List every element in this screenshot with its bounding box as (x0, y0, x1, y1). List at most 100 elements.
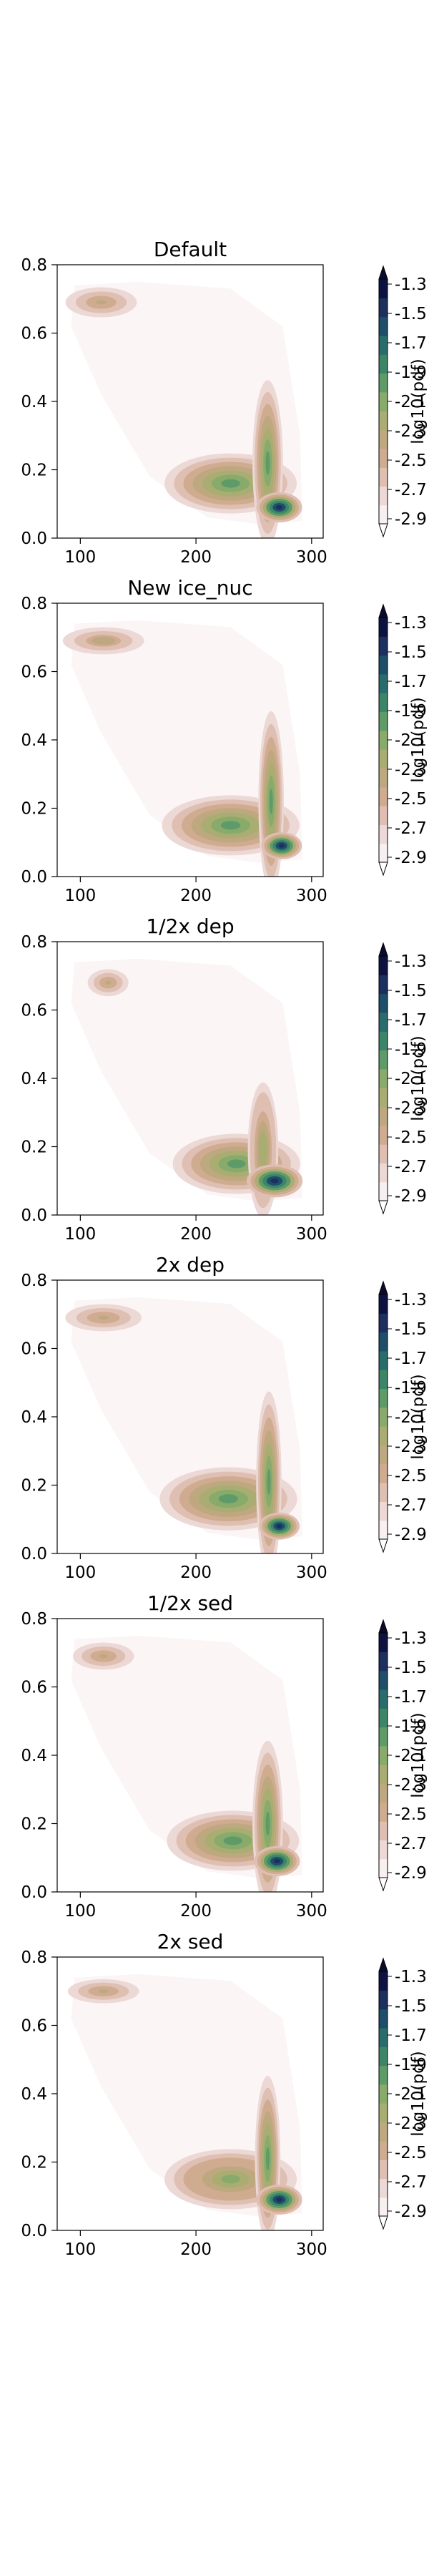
y-tick-label: 0.6 (21, 1679, 47, 1697)
colorbar-segment (379, 1821, 388, 1840)
colorbar-tick-label: -1.3 (395, 1629, 427, 1648)
colorbar-segment (379, 1520, 388, 1540)
colorbar-tick-label: -2.5 (395, 1467, 427, 1485)
colorbar-segment (379, 711, 388, 731)
panel-title: 2x sed (157, 1930, 224, 1953)
y-tick-label: 0.0 (21, 1545, 47, 1563)
panel: 2x dep 100 200 300 0.0 0.2 0.4 0.6 0.8 -1.3 -1.5 -1… (21, 1253, 428, 1582)
colorbar-tick-label: -2.9 (395, 849, 427, 867)
colorbar-segment (379, 1802, 388, 1822)
colorbar-segment (379, 1350, 388, 1370)
pdf-contour-2-6 (267, 1468, 271, 1495)
colorbar-tick-label: -2.5 (395, 790, 427, 809)
pdf-contour-2-6 (260, 1140, 265, 1160)
colorbar-segment (379, 1088, 388, 1108)
x-tick-label: 200 (180, 1902, 212, 1921)
colorbar-tick-label: -1.7 (395, 1011, 427, 1030)
colorbar-extend-max (378, 942, 388, 957)
colorbar-segment (379, 1106, 388, 1126)
panel-title: New ice_nuc (127, 576, 252, 600)
colorbar-segment (379, 1012, 388, 1032)
y-tick-label: 0.6 (21, 2017, 47, 2036)
colorbar-segment (379, 636, 388, 656)
y-tick-label: 0.8 (21, 1272, 47, 1290)
y-tick-label: 0.8 (21, 1610, 47, 1629)
colorbar-tick-label: -1.3 (395, 275, 427, 294)
colorbar-segment (379, 448, 388, 468)
pdf-contour-2-6 (265, 2147, 270, 2171)
colorbar-segment (379, 1745, 388, 1765)
y-tick-label: 0.0 (21, 2222, 47, 2240)
colorbar-segment (379, 1370, 388, 1390)
y-tick-label: 0.8 (21, 595, 47, 613)
colorbar-tick-label: -2.1 (395, 1070, 427, 1088)
pdf-contour-1-6 (223, 1836, 242, 1845)
colorbar-tick-label: -2.9 (395, 510, 427, 529)
y-tick-label: 0.8 (21, 1948, 47, 1967)
colorbar-segment (379, 618, 388, 637)
colorbar-segment (379, 1783, 388, 1803)
x-tick-label: 100 (64, 887, 96, 905)
colorbar-segment (379, 1483, 388, 1502)
colorbar-segment (379, 1689, 388, 1709)
x-tick-label: 100 (64, 1563, 96, 1582)
y-tick-label: 0.4 (21, 2085, 47, 2104)
panel: New ice_nuc 100 200 300 0.0 0.2 0.4 0.6 0.8 -1.3 -… (21, 576, 428, 905)
x-tick-label: 100 (64, 1902, 96, 1921)
pdf-contour-3-6 (275, 2197, 283, 2202)
colorbar-tick-label: -1.9 (395, 2056, 427, 2074)
y-tick-label: 0.4 (21, 731, 47, 750)
colorbar-segment (379, 806, 388, 825)
colorbar-segment (379, 1125, 388, 1145)
colorbar-tick-label: -2.9 (395, 1187, 427, 1206)
pdf-contour-1-6 (220, 821, 241, 830)
colorbar-tick-label: -1.5 (395, 1320, 427, 1339)
colorbar-tick-label: -1.5 (395, 305, 427, 323)
colorbar-tick-label: -2.7 (395, 1496, 427, 1515)
colorbar-segment (379, 1031, 388, 1051)
x-tick-label: 200 (180, 1225, 212, 1244)
colorbar-tick-label: -1.7 (395, 1350, 427, 1368)
pdf-contour-3-6 (273, 1859, 280, 1863)
colorbar-segment (379, 2065, 388, 2085)
pdf-contour-2-6 (265, 451, 270, 475)
colorbar-tick-label: -1.5 (395, 982, 427, 1000)
colorbar-extend-max (378, 1619, 388, 1634)
colorbar-tick-label: -2.9 (395, 1526, 427, 1544)
panel-title: 2x dep (156, 1253, 225, 1277)
colorbar-tick-label: -1.3 (395, 1291, 427, 1309)
colorbar-segment (379, 1501, 388, 1521)
y-tick-label: 0.6 (21, 325, 47, 343)
y-tick-label: 0.8 (21, 933, 47, 952)
colorbar-label: log10(pdf) (409, 1374, 428, 1460)
colorbar-segment (379, 1068, 388, 1088)
colorbar-segment (379, 391, 388, 411)
colorbar-tick-label: -2.3 (395, 1776, 427, 1795)
y-tick-label: 0.6 (21, 663, 47, 682)
colorbar-tick-label: -2.1 (395, 393, 427, 411)
colorbar-segment (379, 429, 388, 449)
colorbar-tick-label: -2.7 (395, 819, 427, 838)
y-tick-label: 0.6 (21, 1002, 47, 1020)
pdf-contour-3-6 (270, 1179, 279, 1184)
colorbar-tick-label: -2.7 (395, 481, 427, 499)
colorbar-tick-label: -2.9 (395, 2202, 427, 2221)
x-tick-label: 300 (296, 1225, 327, 1244)
colorbar-extend-min (378, 1200, 388, 1215)
colorbar-label: log10(pdf) (409, 1712, 428, 1798)
colorbar-segment (379, 1294, 388, 1314)
y-tick-label: 0.4 (21, 1070, 47, 1088)
y-tick-label: 0.4 (21, 1747, 47, 1765)
colorbar-tick-label: -2.3 (395, 1438, 427, 1456)
pdf-contour-1-6 (221, 2175, 240, 2184)
x-tick-label: 100 (64, 1225, 96, 1244)
pdf-contour-2-6 (269, 789, 273, 814)
colorbar-extend-min (378, 1538, 388, 1553)
colorbar-segment (379, 1858, 388, 1878)
colorbar-segment (379, 1633, 388, 1652)
y-tick-label: 0.2 (21, 800, 47, 819)
y-tick-label: 0.2 (21, 1815, 47, 1834)
colorbar-tick-label: -1.3 (395, 614, 427, 633)
colorbar-label: log10(pdf) (409, 697, 428, 783)
